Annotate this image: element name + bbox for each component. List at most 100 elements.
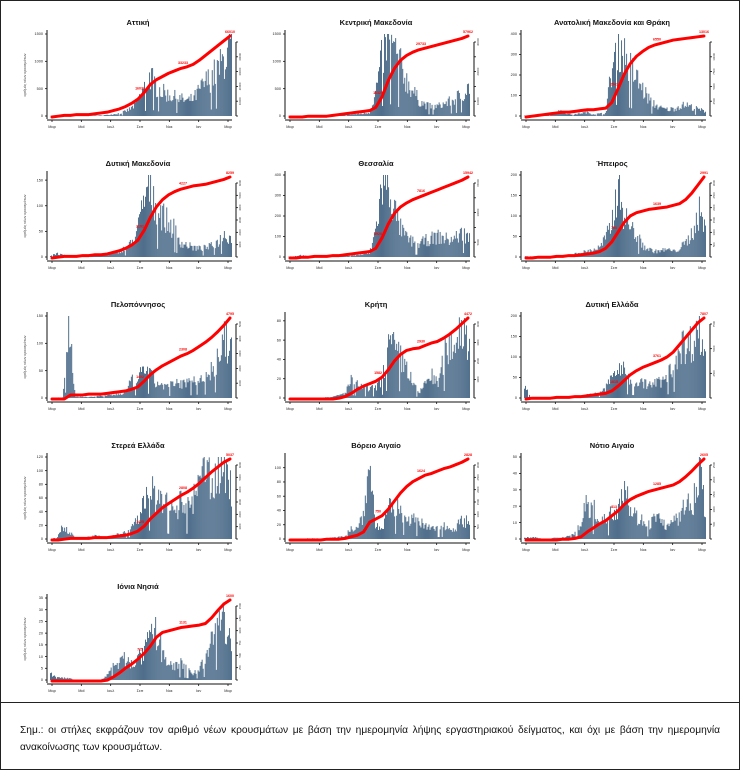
cumulative-line (50, 175, 232, 260)
bar (393, 41, 395, 116)
cumulative-annotation: 750 (611, 226, 617, 230)
bar (148, 85, 150, 116)
bar (128, 107, 130, 116)
bar (624, 38, 626, 116)
bar (365, 385, 367, 398)
region-chart: Ήπειρος 0 50 100 150 200 Μαρ Μαϊ Ιουλ Σεπ Νοε Ιαν Μα… (494, 153, 730, 291)
bar (54, 675, 56, 680)
bar (387, 508, 389, 539)
bar (221, 476, 223, 539)
bar (160, 635, 162, 680)
bar (377, 530, 379, 539)
bar (584, 111, 586, 116)
bar (375, 526, 377, 539)
bar (159, 217, 161, 257)
bar (667, 394, 669, 398)
y-tick-label: 0 (41, 678, 43, 682)
bar (403, 534, 405, 539)
bar (699, 354, 701, 398)
bar (381, 379, 382, 398)
y2-tick-label: 5000 (238, 320, 242, 327)
bar (670, 374, 672, 398)
bar (423, 382, 425, 398)
bar (213, 59, 215, 116)
bar (435, 244, 437, 257)
bar (645, 526, 647, 539)
y2-tick-label: 20000 (238, 82, 242, 90)
bar (676, 251, 678, 257)
bar (418, 247, 420, 257)
chart-title: Θεσσαλία (358, 159, 394, 168)
y2-tick-label: 2000 (712, 476, 716, 483)
bar (581, 522, 583, 539)
bar (219, 483, 221, 539)
bar (350, 114, 352, 116)
bar (133, 386, 135, 398)
bar (684, 241, 686, 257)
bar (175, 661, 177, 680)
bar (356, 113, 358, 116)
bar (598, 113, 600, 116)
bar (395, 38, 397, 116)
bar (436, 104, 438, 116)
bar (134, 236, 136, 257)
x-tick-label: Μαρ (522, 266, 530, 270)
y2-tick-label: 10000 (712, 52, 716, 60)
bar (51, 672, 52, 680)
bar (666, 107, 668, 116)
bar (127, 385, 129, 398)
bar (103, 115, 105, 116)
x-tick-label: Μαϊ (316, 407, 322, 411)
bar (121, 115, 123, 116)
bar (421, 238, 423, 257)
bar (124, 110, 126, 116)
cumulative-line (288, 175, 470, 260)
bar (203, 457, 205, 539)
bar (609, 78, 611, 116)
bar (624, 480, 626, 539)
y-axis-label: αριθμός νέων κρουσμάτων (23, 617, 27, 660)
bar (633, 228, 635, 257)
bar (141, 664, 142, 680)
bar (422, 387, 424, 398)
bar (649, 381, 651, 398)
bar (126, 388, 128, 398)
bar (125, 537, 127, 539)
bar (428, 114, 430, 116)
bar (185, 664, 187, 680)
bar (565, 113, 567, 116)
bar (604, 112, 606, 116)
bar (554, 537, 556, 539)
bar (641, 90, 643, 116)
y-axis-label: αριθμός νέων κρουσμάτων (23, 476, 27, 519)
bar (408, 516, 410, 539)
bar (668, 365, 670, 398)
bar (347, 255, 349, 257)
bar (456, 336, 458, 398)
bar (214, 392, 216, 398)
bar (659, 106, 661, 116)
bar (682, 101, 684, 116)
cumulative-annotation: 7816 (417, 189, 425, 193)
bar (553, 537, 555, 539)
bar (148, 175, 150, 257)
bar (223, 457, 225, 539)
bar (120, 113, 122, 116)
bar (142, 648, 143, 680)
bar (60, 532, 62, 539)
bar (388, 34, 390, 116)
bar (62, 677, 64, 680)
bar (420, 388, 422, 398)
bar (163, 504, 165, 539)
bar (170, 661, 172, 680)
bar (219, 630, 221, 680)
bar (155, 202, 157, 257)
bar (106, 674, 108, 680)
bar (685, 354, 687, 398)
bar (628, 505, 630, 539)
bar (559, 112, 561, 116)
bar (573, 114, 575, 116)
bar (114, 251, 116, 257)
bar (453, 344, 455, 398)
